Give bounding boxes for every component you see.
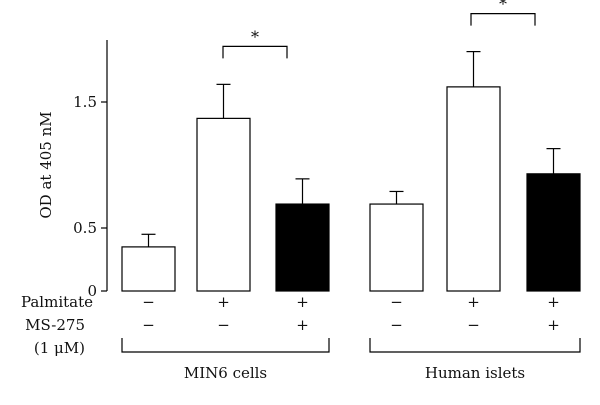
palmitate-sign: + — [467, 293, 480, 311]
group-bracket — [369, 338, 581, 353]
y-axis-label: OD at 405 nM — [37, 111, 55, 218]
ms275-sign: − — [142, 316, 155, 334]
palmitate-sign: + — [217, 293, 230, 311]
palmitate-sign: + — [296, 293, 309, 311]
bar — [446, 86, 501, 292]
axis-layer: 0 0.5 1.5 OD at 405 nM — [37, 40, 108, 300]
y-tick-label: 0.5 — [73, 219, 97, 237]
bar — [369, 203, 424, 292]
group-bracket — [121, 338, 330, 353]
ms275-sign: − — [467, 316, 480, 334]
ms275-concentration-label: (1 μM) — [34, 339, 85, 357]
ms275-sign: + — [547, 316, 560, 334]
bar — [196, 117, 251, 292]
ms275-row-label: MS-275 — [25, 316, 85, 334]
palmitate-row-label: Palmitate — [21, 293, 93, 311]
bar — [526, 173, 581, 292]
bar — [121, 246, 176, 292]
condition-table: Palmitate MS-275 (1 μM) − − + − + + MIN6 cells… — [21, 293, 581, 382]
bar — [275, 203, 330, 292]
group-label: Human islets — [425, 364, 525, 382]
significance-star: * — [251, 27, 259, 46]
bars-layer — [121, 50, 581, 292]
palmitate-sign: − — [142, 293, 155, 311]
significance-star: * — [499, 0, 507, 14]
annotation-layer: ** — [222, 0, 536, 59]
ms275-sign: − — [217, 316, 230, 334]
y-tick-label: 0 — [87, 282, 97, 300]
significance-bracket — [470, 13, 536, 26]
palmitate-sign: + — [547, 293, 560, 311]
ms275-sign: + — [296, 316, 309, 334]
y-tick-label: 1.5 — [73, 93, 97, 111]
ms275-sign: − — [390, 316, 403, 334]
group-label: MIN6 cells — [184, 364, 267, 382]
significance-bracket — [222, 45, 288, 59]
palmitate-sign: − — [390, 293, 403, 311]
